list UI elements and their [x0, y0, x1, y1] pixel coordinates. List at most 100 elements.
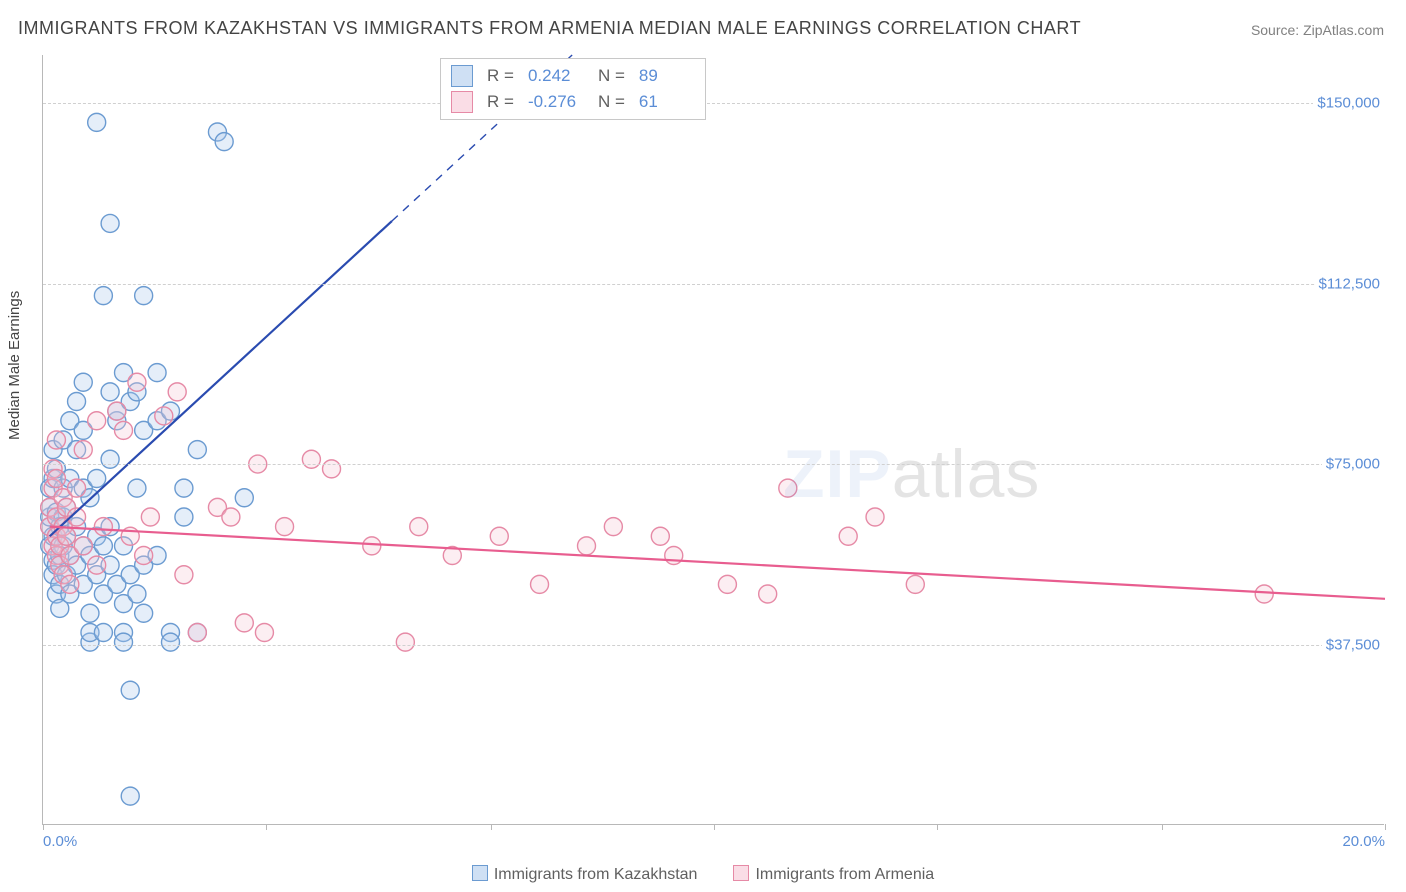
- x-tick: [714, 824, 715, 830]
- scatter-point-kazakhstan: [128, 479, 146, 497]
- scatter-point-armenia: [578, 537, 596, 555]
- scatter-point-kazakhstan: [121, 681, 139, 699]
- scatter-point-armenia: [155, 407, 173, 425]
- source-label: Source: ZipAtlas.com: [1251, 22, 1384, 38]
- scatter-point-armenia: [57, 527, 75, 545]
- stats-swatch: [451, 65, 473, 87]
- legend-label: Immigrants from Armenia: [755, 866, 934, 883]
- trend-line-kazakhstan: [50, 221, 392, 536]
- stats-n-value: 61: [639, 92, 695, 112]
- stats-r-label: R =: [487, 92, 514, 112]
- stats-r-value: -0.276: [528, 92, 584, 112]
- x-tick: [1162, 824, 1163, 830]
- scatter-point-kazakhstan: [88, 470, 106, 488]
- scatter-point-armenia: [866, 508, 884, 526]
- scatter-point-kazakhstan: [135, 604, 153, 622]
- scatter-point-kazakhstan: [235, 489, 253, 507]
- scatter-point-armenia: [74, 537, 92, 555]
- plot-area: ZIPatlas $37,500$75,000$112,500$150,0000…: [42, 55, 1384, 825]
- gridline: [43, 103, 1384, 104]
- scatter-point-armenia: [410, 518, 428, 536]
- y-tick-label: $150,000: [1313, 95, 1384, 112]
- scatter-point-armenia: [135, 547, 153, 565]
- scatter-point-kazakhstan: [94, 624, 112, 642]
- y-tick-label: $112,500: [1315, 275, 1384, 292]
- scatter-point-kazakhstan: [188, 441, 206, 459]
- x-tick-label: 0.0%: [43, 833, 77, 850]
- scatter-point-kazakhstan: [161, 633, 179, 651]
- scatter-point-armenia: [323, 460, 341, 478]
- stats-r-label: R =: [487, 66, 514, 86]
- legend-item-armenia: Immigrants from Armenia: [733, 865, 934, 884]
- scatter-point-kazakhstan: [81, 604, 99, 622]
- scatter-point-armenia: [235, 614, 253, 632]
- legend-item-kazakhstan: Immigrants from Kazakhstan: [472, 865, 698, 884]
- scatter-point-kazakhstan: [175, 508, 193, 526]
- gridline: [43, 284, 1384, 285]
- scatter-point-kazakhstan: [215, 133, 233, 151]
- scatter-point-armenia: [47, 431, 65, 449]
- scatter-point-kazakhstan: [74, 373, 92, 391]
- scatter-point-kazakhstan: [115, 633, 133, 651]
- scatter-point-armenia: [61, 575, 79, 593]
- stats-n-label: N =: [598, 92, 625, 112]
- scatter-point-kazakhstan: [101, 214, 119, 232]
- scatter-point-armenia: [651, 527, 669, 545]
- y-tick-label: $37,500: [1322, 636, 1384, 653]
- scatter-point-armenia: [490, 527, 508, 545]
- stats-r-value: 0.242: [528, 66, 584, 86]
- scatter-point-armenia: [255, 624, 273, 642]
- scatter-point-kazakhstan: [148, 364, 166, 382]
- stats-swatch: [451, 91, 473, 113]
- x-tick: [491, 824, 492, 830]
- x-tick-label: 20.0%: [1342, 833, 1385, 850]
- scatter-point-armenia: [363, 537, 381, 555]
- gridline: [43, 464, 1384, 465]
- scatter-point-kazakhstan: [128, 585, 146, 603]
- stats-n-value: 89: [639, 66, 695, 86]
- stats-box: R = 0.242 N = 89 R = -0.276 N = 61: [440, 58, 706, 120]
- scatter-point-kazakhstan: [135, 287, 153, 305]
- scatter-point-armenia: [128, 373, 146, 391]
- scatter-point-kazakhstan: [94, 287, 112, 305]
- scatter-point-kazakhstan: [68, 393, 86, 411]
- scatter-point-armenia: [74, 441, 92, 459]
- legend-label: Immigrants from Kazakhstan: [494, 866, 698, 883]
- scatter-point-armenia: [68, 479, 86, 497]
- scatter-point-armenia: [396, 633, 414, 651]
- legend-swatch: [472, 865, 488, 881]
- scatter-point-armenia: [188, 624, 206, 642]
- scatter-point-armenia: [759, 585, 777, 603]
- scatter-point-kazakhstan: [94, 537, 112, 555]
- scatter-point-armenia: [175, 566, 193, 584]
- chart-svg: [43, 55, 1384, 824]
- gridline: [43, 645, 1384, 646]
- scatter-point-armenia: [531, 575, 549, 593]
- scatter-point-kazakhstan: [121, 787, 139, 805]
- scatter-point-armenia: [779, 479, 797, 497]
- scatter-point-kazakhstan: [101, 383, 119, 401]
- scatter-point-armenia: [94, 518, 112, 536]
- bottom-legend: Immigrants from Kazakhstan Immigrants fro…: [0, 865, 1406, 884]
- scatter-point-kazakhstan: [175, 479, 193, 497]
- scatter-point-armenia: [88, 412, 106, 430]
- scatter-point-kazakhstan: [88, 113, 106, 131]
- y-axis-label: Median Male Earnings: [6, 291, 23, 440]
- scatter-point-armenia: [222, 508, 240, 526]
- scatter-point-armenia: [88, 556, 106, 574]
- scatter-point-armenia: [141, 508, 159, 526]
- stats-n-label: N =: [598, 66, 625, 86]
- scatter-point-armenia: [718, 575, 736, 593]
- stats-row-kazakhstan: R = 0.242 N = 89: [451, 63, 695, 89]
- x-tick: [1385, 824, 1386, 830]
- scatter-point-armenia: [302, 450, 320, 468]
- scatter-point-armenia: [839, 527, 857, 545]
- scatter-point-armenia: [115, 421, 133, 439]
- scatter-point-armenia: [604, 518, 622, 536]
- x-tick: [937, 824, 938, 830]
- y-tick-label: $75,000: [1322, 456, 1384, 473]
- x-tick: [266, 824, 267, 830]
- scatter-point-armenia: [1255, 585, 1273, 603]
- stats-row-armenia: R = -0.276 N = 61: [451, 89, 695, 115]
- trend-line-armenia: [50, 527, 1385, 599]
